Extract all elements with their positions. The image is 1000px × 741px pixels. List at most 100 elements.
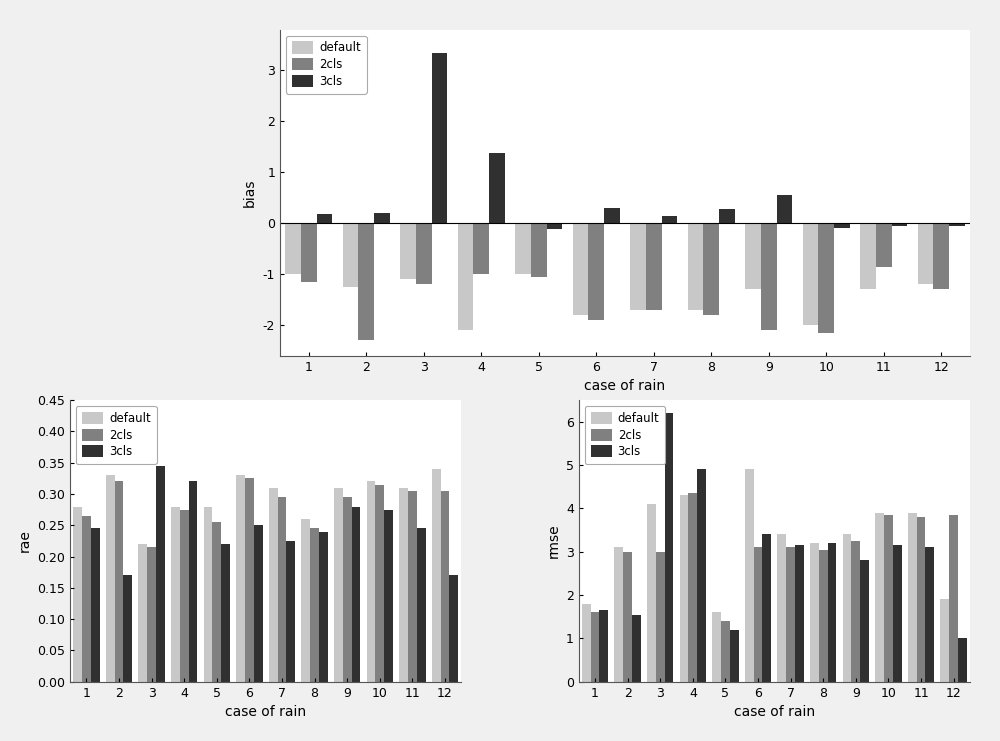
X-axis label: case of rain: case of rain (584, 379, 666, 393)
Bar (358, 223, 374, 340)
Bar (940, 599, 949, 682)
Bar (786, 548, 795, 682)
Bar (582, 604, 591, 682)
Bar (156, 466, 165, 682)
Bar (91, 528, 100, 682)
Legend: default, 2cls, 3cls: default, 2cls, 3cls (286, 36, 367, 93)
Bar (925, 548, 934, 682)
Bar (301, 223, 317, 282)
Bar (115, 482, 123, 682)
Bar (719, 209, 735, 223)
Bar (680, 496, 688, 682)
Bar (646, 223, 662, 310)
Bar (688, 494, 697, 682)
Bar (875, 513, 884, 682)
Bar (138, 544, 147, 682)
Bar (147, 547, 156, 682)
Bar (301, 519, 310, 682)
Bar (352, 507, 360, 682)
Bar (604, 208, 620, 223)
Bar (777, 534, 786, 682)
Bar (189, 482, 197, 682)
Bar (547, 223, 562, 229)
Bar (180, 510, 189, 682)
Y-axis label: rae: rae (18, 530, 32, 552)
Legend: default, 2cls, 3cls: default, 2cls, 3cls (76, 406, 157, 464)
Bar (278, 497, 286, 682)
Bar (82, 516, 91, 682)
Bar (254, 525, 263, 682)
Bar (515, 223, 531, 274)
Bar (958, 639, 967, 682)
Bar (384, 510, 393, 682)
Bar (317, 214, 332, 223)
Y-axis label: bias: bias (243, 179, 257, 207)
Bar (367, 482, 375, 682)
Bar (893, 545, 902, 682)
Bar (632, 614, 641, 682)
Bar (204, 507, 212, 682)
Bar (343, 223, 358, 287)
Text: (a): (a) (294, 36, 315, 51)
Bar (408, 491, 417, 682)
Bar (374, 213, 390, 223)
Bar (949, 515, 958, 682)
Bar (489, 153, 505, 223)
Legend: default, 2cls, 3cls: default, 2cls, 3cls (585, 406, 665, 464)
Bar (662, 216, 677, 223)
Bar (647, 504, 656, 682)
Bar (123, 575, 132, 682)
Bar (310, 528, 319, 682)
Bar (458, 223, 473, 330)
Bar (851, 541, 860, 682)
Bar (703, 223, 719, 315)
Bar (803, 223, 818, 325)
Bar (918, 223, 933, 285)
Bar (917, 517, 925, 682)
Bar (416, 223, 432, 285)
Bar (656, 552, 665, 682)
Bar (933, 223, 949, 290)
Bar (432, 469, 441, 682)
Bar (432, 53, 447, 223)
Bar (269, 488, 278, 682)
Bar (286, 541, 295, 682)
Bar (810, 543, 819, 682)
Bar (860, 223, 876, 290)
X-axis label: case of rain: case of rain (734, 705, 815, 719)
Bar (745, 223, 761, 290)
Bar (73, 507, 82, 682)
Bar (688, 223, 703, 310)
Bar (819, 550, 828, 682)
Bar (777, 195, 792, 223)
Bar (531, 223, 547, 276)
Bar (171, 507, 180, 682)
Bar (630, 223, 646, 310)
Bar (588, 223, 604, 320)
Bar (343, 497, 352, 682)
Bar (754, 548, 762, 682)
Bar (212, 522, 221, 682)
Bar (876, 223, 892, 267)
Bar (892, 223, 907, 226)
Bar (106, 475, 115, 682)
Text: (c): (c) (587, 406, 607, 421)
Bar (591, 612, 599, 682)
Bar (285, 223, 301, 274)
Bar (665, 413, 673, 682)
Bar (599, 611, 608, 682)
Bar (614, 548, 623, 682)
Bar (884, 515, 893, 682)
Bar (573, 223, 588, 315)
X-axis label: case of rain: case of rain (225, 705, 306, 719)
Bar (417, 528, 426, 682)
Bar (745, 470, 754, 682)
Bar (818, 223, 834, 333)
Bar (730, 630, 739, 682)
Bar (795, 545, 804, 682)
Bar (334, 488, 343, 682)
Bar (843, 534, 851, 682)
Bar (860, 560, 869, 682)
Y-axis label: rmse: rmse (546, 524, 560, 558)
Bar (762, 534, 771, 682)
